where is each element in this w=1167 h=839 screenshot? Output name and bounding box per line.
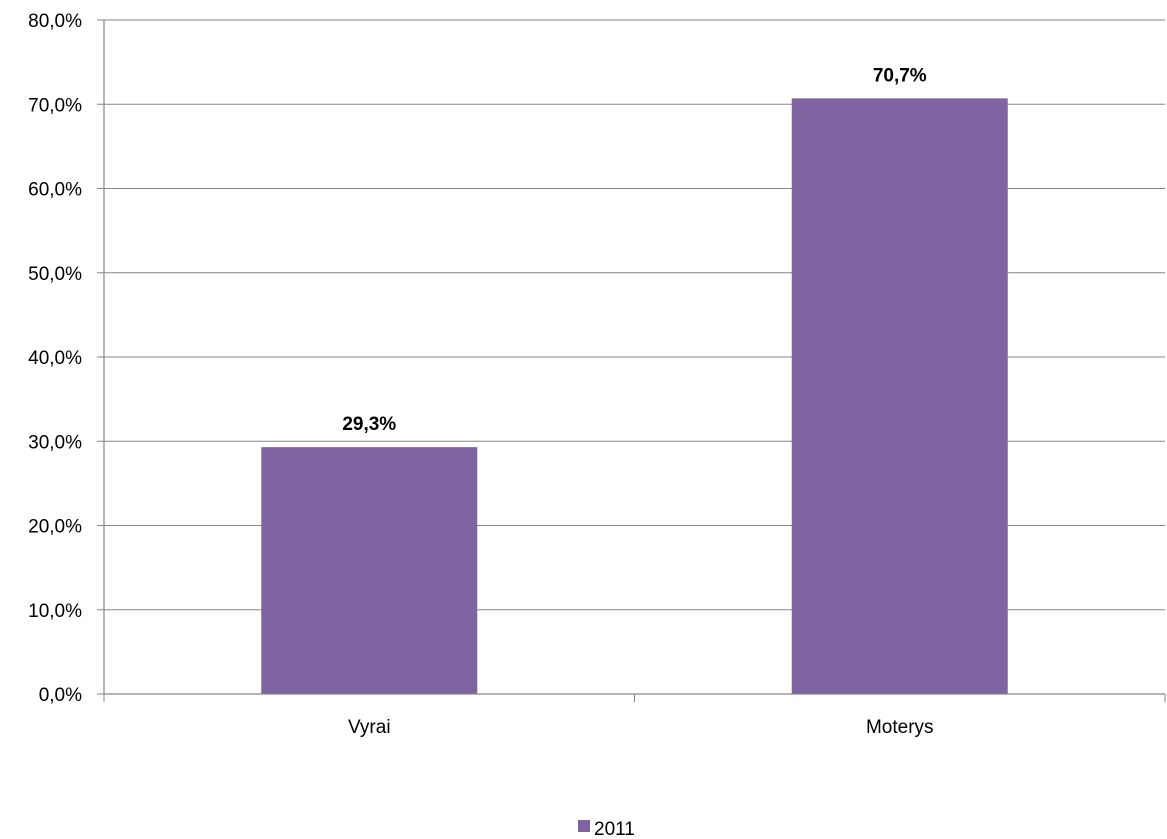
x-category-label: Vyrai — [348, 717, 391, 738]
y-tick-label: 40,0% — [28, 348, 82, 369]
bar-vyrai — [261, 447, 478, 694]
y-tick-label: 10,0% — [28, 601, 82, 622]
y-tick-label: 60,0% — [28, 180, 82, 201]
y-tick-label: 70,0% — [28, 95, 82, 116]
bars — [261, 98, 1008, 695]
legend-swatch-2011 — [578, 820, 590, 832]
axes — [97, 19, 1166, 702]
y-tick-label: 0,0% — [39, 685, 82, 706]
legend-label-2011: 2011 — [594, 819, 635, 839]
data-label: 70,7% — [873, 65, 927, 86]
labels: 0,0% 10,0% 20,0% 30,0% 40,0% 50,0% 60,0% 70,0% 8… — [28, 11, 933, 738]
y-tick-label: 80,0% — [28, 11, 82, 32]
legend: 2011 — [578, 819, 635, 839]
x-category-label: Moterys — [866, 717, 934, 738]
y-tick-label: 50,0% — [28, 264, 82, 285]
bar-moterys — [791, 98, 1008, 695]
y-tick-label: 20,0% — [28, 517, 82, 538]
data-label: 29,3% — [342, 414, 396, 435]
y-tick-label: 30,0% — [28, 432, 82, 453]
